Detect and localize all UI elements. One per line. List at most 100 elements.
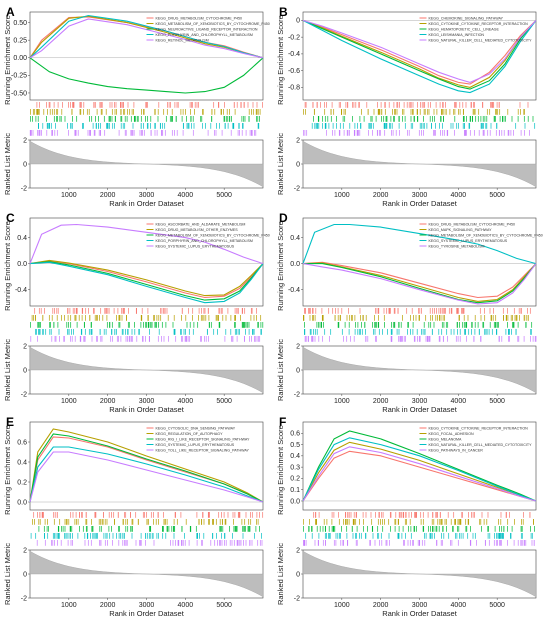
- y-tick-label: 0.0: [290, 498, 300, 505]
- enrichment-plot-frame: [29, 421, 264, 511]
- metric-tick-label: 2: [23, 547, 27, 554]
- hit-row-5: [303, 130, 530, 136]
- es-line-2: [302, 262, 537, 302]
- hit-row-5: [36, 540, 263, 546]
- legend-label: KEGG_RIG_I_LIKE_RECEPTOR_SIGNALING_PATHW…: [156, 437, 250, 441]
- hit-row-1: [304, 102, 529, 108]
- x-tick-label: 2000: [373, 192, 389, 199]
- x-title: Rank in Order Dataset: [382, 405, 458, 414]
- hit-row-4: [35, 329, 262, 335]
- legend-label: KEGG_NATURAL_KILLER_CELL_MEDIATED_CYTOTO…: [429, 38, 533, 42]
- x-tick-label: 3000: [139, 192, 155, 199]
- metric-tick-label: -2: [294, 391, 300, 398]
- x-tick-label: 1000: [61, 398, 77, 405]
- y-tick-label: 0.25: [13, 37, 27, 44]
- y-tick-label: -0.50: [11, 90, 27, 97]
- x-tick-label: 2000: [100, 192, 116, 199]
- es-line-3: [302, 19, 537, 90]
- legend-label: KEGG_DRUG_METABOLISM_CYTOCHROME_P450: [156, 16, 243, 20]
- y-title-running-es: Running Enrichment Score: [276, 425, 285, 515]
- es-line-2: [302, 19, 537, 88]
- y-tick-label: -0.25: [11, 73, 27, 80]
- y-title-ranked-metric: Ranked List Metric: [276, 543, 285, 605]
- x-tick-label: 4000: [178, 192, 194, 199]
- y-tick-label: 0.6: [290, 431, 300, 438]
- legend-label: KEGG_NATURAL_KILLER_CELL_MEDIATED_CYTOTO…: [429, 443, 533, 447]
- metric-tick-label: -2: [294, 595, 300, 602]
- y-tick-label: 0.4: [17, 235, 27, 242]
- hit-row-2: [303, 519, 534, 525]
- legend-label: KEGG_REGULATION_OF_AUTOPHAGY: [156, 432, 224, 436]
- y-tick-label: 0.50: [13, 20, 27, 27]
- hit-row-4: [304, 329, 532, 335]
- metric-tick-label: 0: [23, 161, 27, 168]
- enrichment-plot-frame: [29, 217, 264, 307]
- y-tick-label: -0.8: [288, 85, 300, 92]
- metric-tick-label: -2: [294, 185, 300, 192]
- es-line-3: [302, 430, 537, 502]
- es-line-3: [29, 261, 264, 301]
- enrichment-plot-frame: [29, 11, 264, 101]
- hit-row-2: [303, 315, 529, 321]
- es-line-4: [302, 19, 537, 94]
- x-tick-label: 4000: [451, 602, 467, 609]
- es-line-5: [29, 18, 264, 59]
- hit-row-5: [30, 336, 261, 342]
- x-tick-label: 1000: [334, 602, 350, 609]
- x-title: Rank in Order Dataset: [109, 199, 185, 208]
- x-tick-label: 3000: [412, 192, 428, 199]
- es-line-5: [29, 223, 264, 265]
- legend-label: KEGG_PATHWAYS_IN_CANCER: [429, 448, 484, 452]
- panel-e: E 0.6 0.4 0.2 0.0 KEGG_CYTOSOLIC_DNA_SENSING_…: [3, 415, 264, 618]
- metric-tick-label: 0: [296, 571, 300, 578]
- y-title-ranked-metric: Ranked List Metric: [276, 133, 285, 195]
- y-tick-label: 0.1: [290, 487, 300, 494]
- x-tick-label: 2000: [100, 398, 116, 405]
- panel-d: D 0.4 0.0 -0.4 KEGG_DRUG_METABOLISM_CYTOCHRO…: [276, 211, 543, 414]
- legend-label: KEGG_RETINOL_METABOLISM: [156, 38, 209, 42]
- hit-row-1: [36, 102, 263, 108]
- x-tick-label: 3000: [139, 398, 155, 405]
- hit-row-1: [313, 512, 531, 518]
- x-tick-label: 2000: [100, 602, 116, 609]
- y-tick-label: 0.0: [290, 261, 300, 268]
- panel-label: D: [279, 211, 288, 225]
- hit-row-4: [30, 533, 262, 539]
- panel-label: C: [6, 211, 15, 225]
- y-tick-label: 0.6: [17, 439, 27, 446]
- es-line-3: [29, 433, 264, 503]
- metric-tick-label: -2: [21, 391, 27, 398]
- x-tick-label: 5000: [489, 602, 505, 609]
- legend-label: KEGG_CYTOKINE_CYTOKINE_RECEPTOR_INTERACT…: [429, 426, 529, 430]
- x-tick-label: 1000: [334, 192, 350, 199]
- hit-row-1: [33, 512, 264, 518]
- metric-tick-label: -2: [21, 595, 27, 602]
- hit-row-5: [304, 336, 537, 342]
- ranked-metric-area: [302, 550, 537, 598]
- metric-tick-label: 0: [296, 367, 300, 374]
- legend-label: KEGG_FOCAL_ADHESION: [429, 432, 475, 436]
- legend-label: KEGG_SYSTEMIC_LUPUS_ERYTHEMATOSUS: [156, 244, 235, 248]
- panel-label: F: [279, 415, 286, 429]
- legend-label: KEGG_CHEMOKINE_SIGNALING_PATHWAY: [429, 16, 504, 20]
- legend-label: KEGG_TOLL_LIKE_RECEPTOR_SIGNALING_PATHWA…: [156, 448, 250, 452]
- y-tick-label: 0.0: [17, 499, 27, 506]
- legend-label: KEGG_HEMATOPOIETIC_CELL_LINEAGE: [429, 27, 500, 31]
- es-line-4: [302, 437, 537, 502]
- y-tick-label: 0.4: [290, 235, 300, 242]
- y-title-running-es: Running Enrichment Score: [3, 425, 12, 515]
- es-line-2: [302, 441, 537, 502]
- hit-row-5: [29, 130, 257, 136]
- y-tick-label: -0.6: [288, 68, 300, 75]
- es-line-4: [302, 223, 537, 265]
- panel-label: B: [279, 5, 288, 19]
- x-tick-label: 5000: [216, 602, 232, 609]
- y-tick-label: 0.4: [17, 459, 27, 466]
- legend-label: KEGG_DRUG_METABOLISM_CYTOCHROME_P450: [429, 222, 516, 226]
- es-line-1: [302, 261, 537, 299]
- x-tick-label: 3000: [139, 602, 155, 609]
- hit-row-3: [303, 526, 535, 532]
- metric-tick-label: 2: [23, 343, 27, 350]
- y-tick-label: 0.3: [290, 464, 300, 471]
